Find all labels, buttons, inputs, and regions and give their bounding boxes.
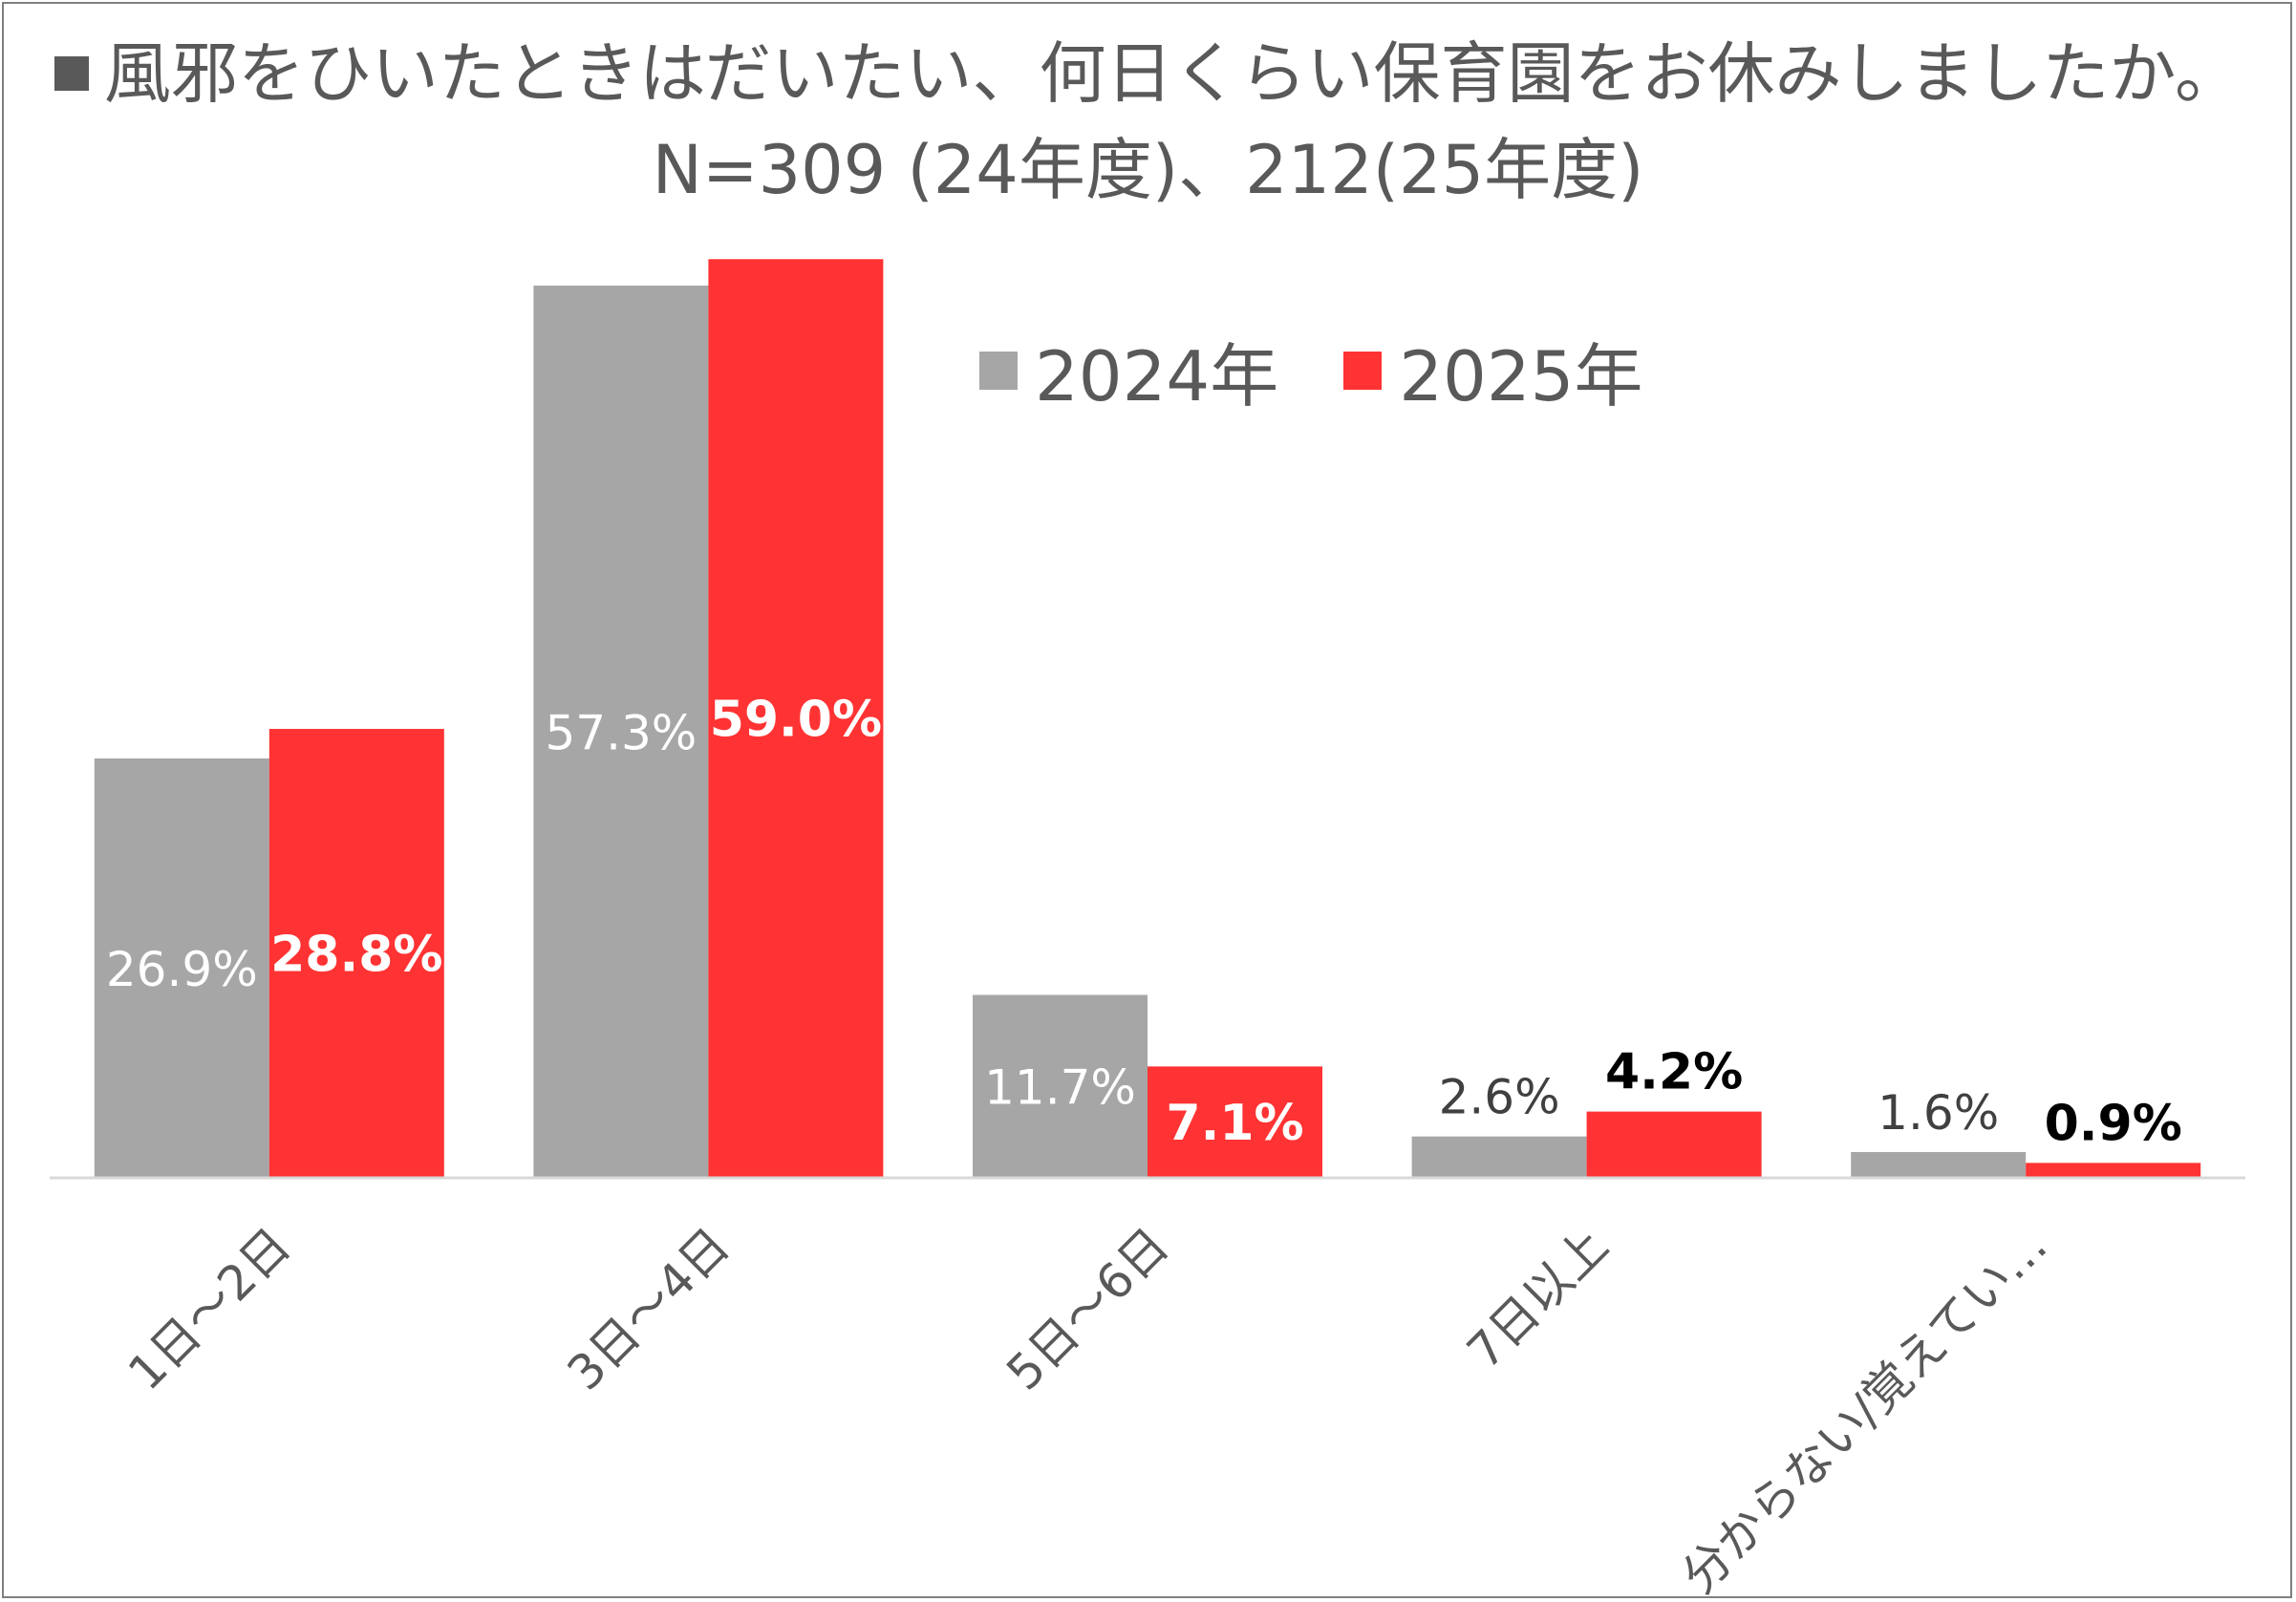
bar-2024-4	[1411, 1136, 1587, 1177]
data-label-2024-5: 1.6%	[1878, 1085, 1999, 1141]
legend-swatch-2024	[979, 351, 1018, 390]
legend-swatch-2025	[1343, 351, 1383, 390]
bar-2024-2	[533, 285, 709, 1178]
legend-item-2024: 2024年	[979, 320, 1278, 420]
data-label-2024-2: 57.3%	[545, 705, 697, 760]
data-label-2025-1: 28.8%	[270, 927, 442, 984]
chart-title-text: 風邪をひいたときはだいたい、何日くらい保育園をお休みしましたか。	[103, 34, 2242, 113]
data-label-2025-3: 7.1%	[1166, 1095, 1303, 1152]
category-label-5: 分からない/覚えてい…	[1671, 1217, 2058, 1602]
bar-2025-3	[1148, 1066, 1322, 1177]
legend: 2024年 2025年	[979, 320, 1708, 420]
legend-label-2024: 2024年	[1035, 336, 1279, 417]
data-label-2025-2: 59.0%	[710, 692, 882, 749]
bar-2024-1	[94, 758, 269, 1177]
category-label-1: 1日～2日	[118, 1217, 301, 1400]
category-label-3: 5日～6日	[996, 1217, 1179, 1400]
bar-2025-4	[1586, 1111, 1762, 1177]
category-label-4: 7日以上	[1457, 1217, 1620, 1379]
legend-item-2025: 2025年	[1343, 320, 1643, 420]
legend-label-2025: 2025年	[1399, 336, 1643, 417]
chart-title-line1: 風邪をひいたときはだいたい、何日くらい保育園をお休みしましたか。	[0, 40, 2296, 107]
data-label-2024-3: 11.7%	[984, 1060, 1136, 1116]
bar-2024-5	[1851, 1151, 2027, 1177]
bar-2025-5	[2026, 1163, 2201, 1177]
bar-2024-3	[973, 994, 1148, 1177]
bar-2025-1	[268, 729, 444, 1177]
chart-subtitle: N=309 (24年度)、212(25年度)	[652, 131, 1644, 209]
category-label-2: 3日～4日	[557, 1217, 740, 1400]
data-label-2025-4: 4.2%	[1605, 1044, 1743, 1101]
data-label-2024-4: 2.6%	[1439, 1070, 1560, 1125]
data-label-2024-1: 26.9%	[106, 942, 258, 997]
bar-2025-2	[708, 259, 884, 1177]
data-label-2025-5: 0.9%	[2045, 1095, 2182, 1152]
title-square-icon	[54, 56, 89, 91]
